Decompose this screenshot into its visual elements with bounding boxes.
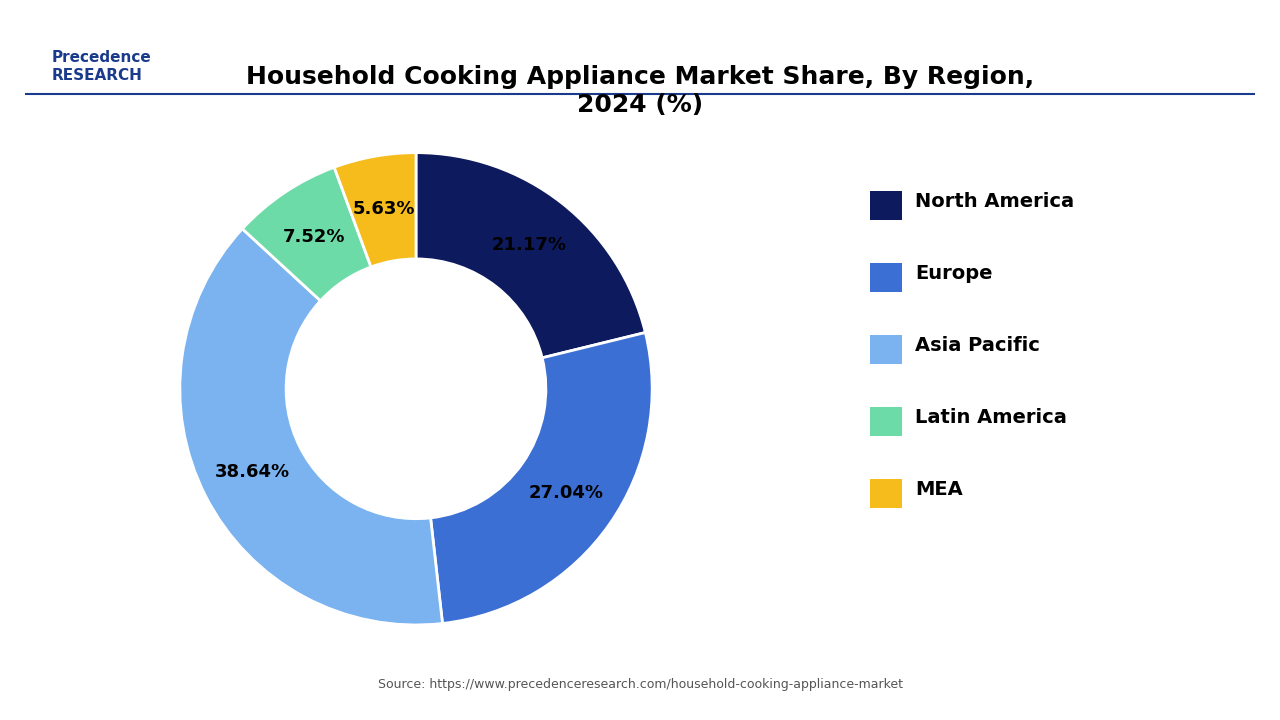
Wedge shape: [416, 153, 645, 358]
Text: Precedence
RESEARCH: Precedence RESEARCH: [51, 50, 151, 83]
Text: North America: North America: [915, 192, 1074, 211]
Text: 27.04%: 27.04%: [529, 485, 604, 503]
Text: 7.52%: 7.52%: [283, 228, 346, 246]
Wedge shape: [180, 229, 443, 625]
Wedge shape: [334, 153, 416, 267]
Wedge shape: [430, 333, 652, 624]
Text: Household Cooking Appliance Market Share, By Region,
2024 (%): Household Cooking Appliance Market Share…: [246, 65, 1034, 117]
Text: 21.17%: 21.17%: [492, 235, 567, 253]
Text: 5.63%: 5.63%: [352, 199, 415, 217]
Text: Asia Pacific: Asia Pacific: [915, 336, 1041, 355]
Text: MEA: MEA: [915, 480, 963, 499]
Wedge shape: [242, 167, 371, 301]
Text: Europe: Europe: [915, 264, 993, 283]
Text: Latin America: Latin America: [915, 408, 1068, 427]
Text: Source: https://www.precedenceresearch.com/household-cooking-appliance-market: Source: https://www.precedenceresearch.c…: [378, 678, 902, 691]
Text: 38.64%: 38.64%: [215, 462, 291, 480]
